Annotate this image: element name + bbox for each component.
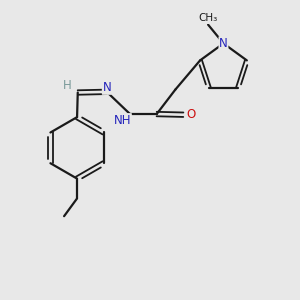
Text: N: N <box>102 81 111 94</box>
Text: NH: NH <box>114 114 131 127</box>
Text: N: N <box>219 37 228 50</box>
Text: CH₃: CH₃ <box>199 14 218 23</box>
Text: O: O <box>186 108 196 121</box>
Text: H: H <box>62 79 71 92</box>
